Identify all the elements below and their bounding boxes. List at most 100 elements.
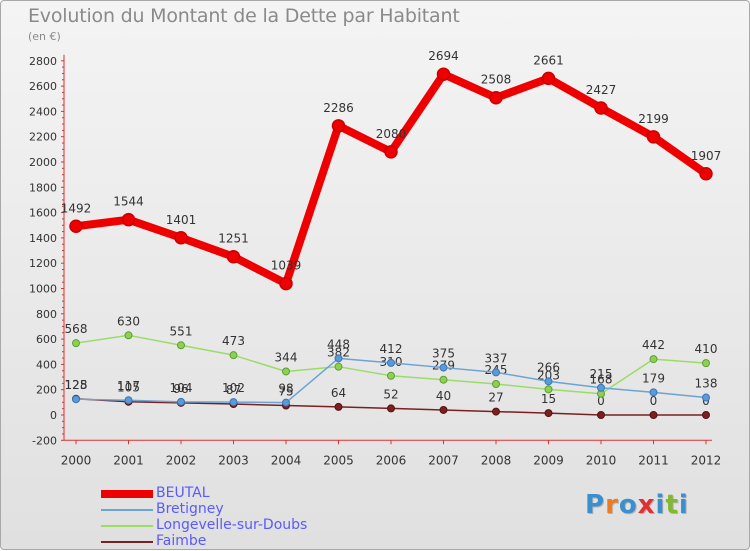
data-point <box>594 101 608 115</box>
data-label: 27 <box>488 391 503 405</box>
data-point <box>439 375 448 384</box>
legend-swatch <box>101 541 153 543</box>
data-point <box>387 358 395 367</box>
data-label: 117 <box>117 379 140 393</box>
data-point <box>177 397 185 406</box>
data-label: 2427 <box>586 83 617 97</box>
proxiti-logo: Proxiti <box>585 490 689 520</box>
data-point <box>334 402 343 411</box>
data-point <box>124 331 133 340</box>
data-point <box>436 67 451 81</box>
data-label: 102 <box>222 381 245 395</box>
data-point <box>226 249 241 264</box>
data-label: 75 <box>278 385 293 399</box>
data-label: 104 <box>170 381 193 395</box>
y-tick-label: 400 <box>36 358 57 371</box>
data-point <box>334 362 343 371</box>
data-point <box>229 351 238 360</box>
data-label: 179 <box>642 371 665 385</box>
legend-swatch <box>101 509 153 511</box>
data-label: 2661 <box>533 53 564 67</box>
data-label: 2199 <box>638 112 669 126</box>
data-point <box>439 363 448 372</box>
series-line <box>72 70 710 288</box>
data-label: 105 <box>117 381 140 395</box>
data-point <box>492 380 500 389</box>
data-point <box>649 388 658 397</box>
data-point <box>702 393 710 402</box>
y-tick-label: 0 <box>50 409 57 422</box>
y-tick-label: 200 <box>36 384 57 397</box>
y-tick-label: 1600 <box>29 207 57 220</box>
data-point <box>282 367 290 376</box>
y-tick-label: 2200 <box>29 131 57 144</box>
logo-letter: P <box>585 490 606 520</box>
data-label: 215 <box>590 367 613 381</box>
data-label: 98 <box>278 382 293 396</box>
data-label: 1401 <box>166 213 197 227</box>
data-point <box>492 368 500 377</box>
data-point <box>69 219 83 234</box>
data-label: 96 <box>173 382 188 396</box>
data-label: 2286 <box>323 101 354 115</box>
plot-area: 1281059687756452402715000568630551473344… <box>61 49 722 419</box>
x-tick-label: 2003 <box>218 453 249 467</box>
axes: -200020040060080010001200140016001800200… <box>29 54 721 467</box>
data-point <box>544 409 553 418</box>
data-point <box>702 359 710 368</box>
x-tick-label: 2009 <box>533 453 564 467</box>
data-label: 266 <box>537 360 560 374</box>
data-label: 138 <box>695 377 718 391</box>
x-tick-label: 2001 <box>113 453 144 467</box>
data-label: 40 <box>436 389 451 403</box>
data-point <box>597 383 605 392</box>
logo-letter: x <box>637 490 656 520</box>
data-label: 410 <box>695 342 718 356</box>
data-point <box>541 71 556 86</box>
logo-letter: i <box>678 490 689 520</box>
data-label: 1251 <box>218 232 249 246</box>
data-label: 448 <box>327 337 350 351</box>
data-label: 0 <box>597 394 605 408</box>
y-tick-label: 2600 <box>29 80 57 93</box>
data-label: 2694 <box>428 49 459 63</box>
data-label: 1039 <box>271 259 302 273</box>
data-point <box>72 395 80 404</box>
data-label: 1544 <box>113 195 144 209</box>
data-label: 382 <box>327 346 350 360</box>
data-point <box>282 398 290 407</box>
data-point <box>331 119 346 133</box>
data-label: 0 <box>650 394 658 408</box>
legend-label: BEUTAL <box>156 485 210 501</box>
data-point <box>649 411 658 419</box>
data-point <box>702 411 710 419</box>
data-point <box>229 398 238 407</box>
data-label: 2508 <box>481 73 512 87</box>
data-label: 375 <box>432 347 455 361</box>
data-point <box>177 341 185 350</box>
data-point <box>544 385 553 394</box>
data-label: 337 <box>485 351 508 365</box>
logo-letter: t <box>665 490 679 520</box>
data-point <box>387 404 395 413</box>
data-point <box>649 355 658 364</box>
legend-label: Longevelle-sur-Doubs <box>156 517 308 533</box>
data-point <box>387 371 395 380</box>
data-label: 87 <box>226 383 241 397</box>
data-label: 64 <box>331 386 346 400</box>
data-point <box>334 354 343 363</box>
data-label: 1492 <box>61 201 92 215</box>
y-tick-label: 800 <box>36 308 57 321</box>
data-label: 15 <box>541 392 556 406</box>
data-label: 203 <box>537 368 560 382</box>
y-tick-label: 600 <box>36 333 57 346</box>
data-label: 551 <box>170 324 193 338</box>
data-label: 412 <box>380 342 403 356</box>
data-point <box>646 130 661 144</box>
data-label: 1907 <box>691 149 722 163</box>
data-label: 442 <box>642 338 665 352</box>
data-point <box>489 90 503 105</box>
data-label: 168 <box>590 373 613 387</box>
logo-letter: r <box>605 490 619 520</box>
